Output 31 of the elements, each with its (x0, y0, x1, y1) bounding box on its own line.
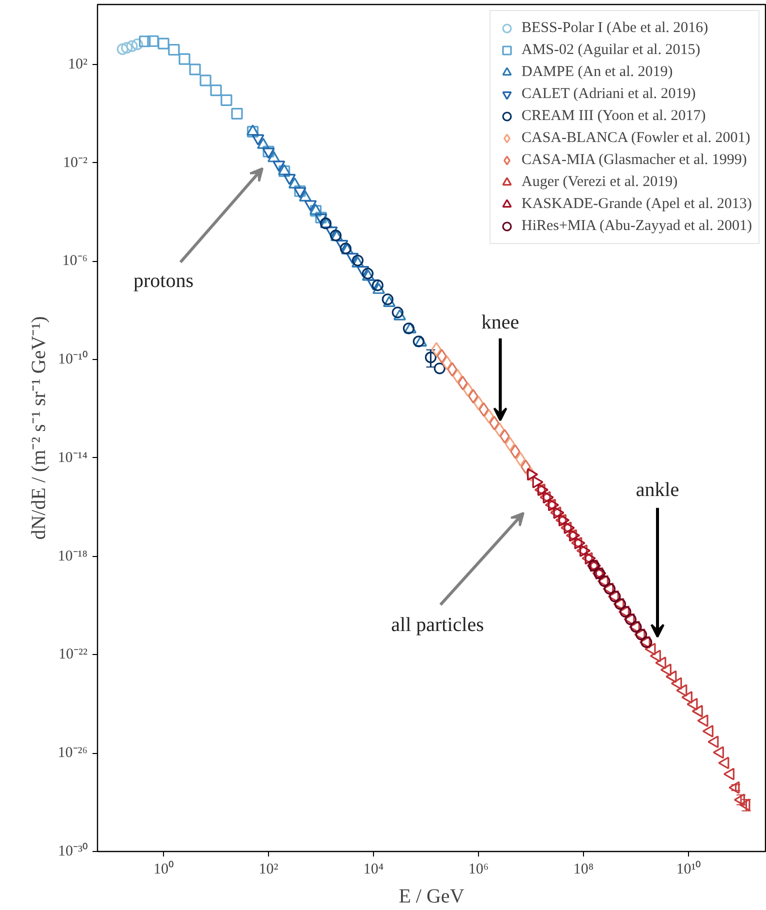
legend-label: CASA-MIA (Glasmacher et al. 1999) (522, 150, 747, 170)
y-tick-label: 10⁻² (63, 154, 88, 171)
x-tick-label: 10¹⁰ (676, 860, 701, 878)
y-tick-label: 10⁻⁶ (62, 253, 88, 270)
y-tick-label: 10⁻¹⁴ (58, 450, 88, 466)
legend-label: CASA-BLANCA (Fowler et al. 2001) (522, 128, 750, 148)
x-axis-title: E / GeV (398, 886, 465, 908)
annotation: knee (481, 311, 520, 334)
annotation: all particles (391, 614, 484, 636)
legend-label: HiRes+MIA (Abu-Zayyad et al. 2001) (522, 216, 752, 236)
legend-label: CREAM III (Yoon et al. 2017) (522, 106, 706, 126)
annotation: protons (134, 270, 194, 292)
x-tick-label: 10⁴ (363, 862, 384, 878)
y-tick-label: 10⁻³⁰ (58, 842, 88, 860)
y-tick-label: 10⁻¹⁰ (58, 350, 88, 368)
y-tick-label: 10⁻²² (58, 646, 88, 663)
x-tick-label: 10⁰ (154, 860, 174, 878)
x-tick-label: 10⁸ (573, 862, 594, 878)
x-tick-label: 10² (258, 862, 279, 878)
legend-label: DAMPE (An et al. 2019) (522, 62, 673, 82)
legend-label: CALET (Adriani et al. 2019) (522, 84, 696, 104)
y-tick-label: 10⁻²⁶ (58, 745, 88, 762)
y-axis-title: dN/dE / (m⁻² s⁻¹ sr⁻¹ GeV⁻¹) (28, 316, 50, 540)
legend-label: KASKADE-Grande (Apel et al. 2013) (522, 194, 752, 214)
legend-label: BESS-Polar I (Abe et al. 2016) (522, 18, 708, 38)
legend-label: AMS-02 (Aguilar et al. 2015) (522, 40, 700, 60)
legend-label: Auger (Verezi et al. 2019) (522, 172, 678, 192)
y-tick-label: 10² (68, 56, 88, 72)
x-tick-label: 10⁶ (468, 862, 489, 878)
annotation: ankle (636, 478, 680, 501)
y-tick-label: 10⁻¹⁸ (58, 548, 88, 564)
